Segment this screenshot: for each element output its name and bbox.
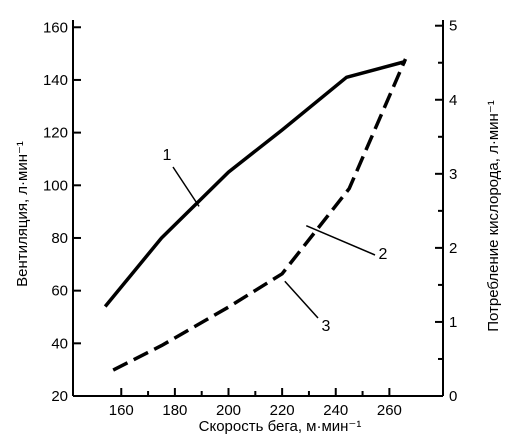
left-tick-label: 20 xyxy=(51,388,68,405)
annotation-leader xyxy=(284,280,319,319)
annotation-label: 3 xyxy=(322,318,331,335)
annotation-leader xyxy=(305,224,376,256)
left-tick-label: 40 xyxy=(51,335,68,352)
left-tick-label: 60 xyxy=(51,283,68,300)
left-tick-label: 140 xyxy=(43,72,68,89)
x-axis-title: Скорость бега, м·мин⁻¹ xyxy=(199,418,362,435)
right-tick-label: 2 xyxy=(449,240,457,257)
right-tick-label: 4 xyxy=(449,92,457,109)
left-tick-label: 80 xyxy=(51,230,68,247)
annotations-group: 1 2 3 xyxy=(163,147,388,335)
annotation-label: 1 xyxy=(163,147,172,164)
x-tick-label: 180 xyxy=(162,402,187,419)
annotation-label: 2 xyxy=(379,246,388,263)
right-tick-label: 5 xyxy=(449,18,457,35)
series-line-dashed xyxy=(112,58,408,372)
x-tick-label: 220 xyxy=(270,402,295,419)
x-tick-label: 240 xyxy=(323,402,348,419)
x-tick-label: 160 xyxy=(109,402,134,419)
x-tick-label: 260 xyxy=(377,402,402,419)
left-axis-title: Вентиляция, л·мин⁻¹ xyxy=(14,141,31,287)
series-line-solid xyxy=(103,59,406,308)
right-tick-label: 3 xyxy=(449,166,457,183)
left-tick-label: 160 xyxy=(43,19,68,36)
series-group xyxy=(103,58,408,372)
right-tick-label: 1 xyxy=(449,314,457,331)
right-tick-label: 0 xyxy=(449,388,457,405)
annotation-leader xyxy=(172,166,200,207)
left-tick-label: 120 xyxy=(43,125,68,142)
left-tick-label: 100 xyxy=(43,177,68,194)
axes-group: 20 40 60 80 100 120 140 160 0 1 2 3 4 5 160 180 200 220 24… xyxy=(43,18,457,419)
right-axis-title: Потребление кислорода, л·мин⁻¹ xyxy=(485,100,502,332)
x-tick-label: 200 xyxy=(216,402,241,419)
